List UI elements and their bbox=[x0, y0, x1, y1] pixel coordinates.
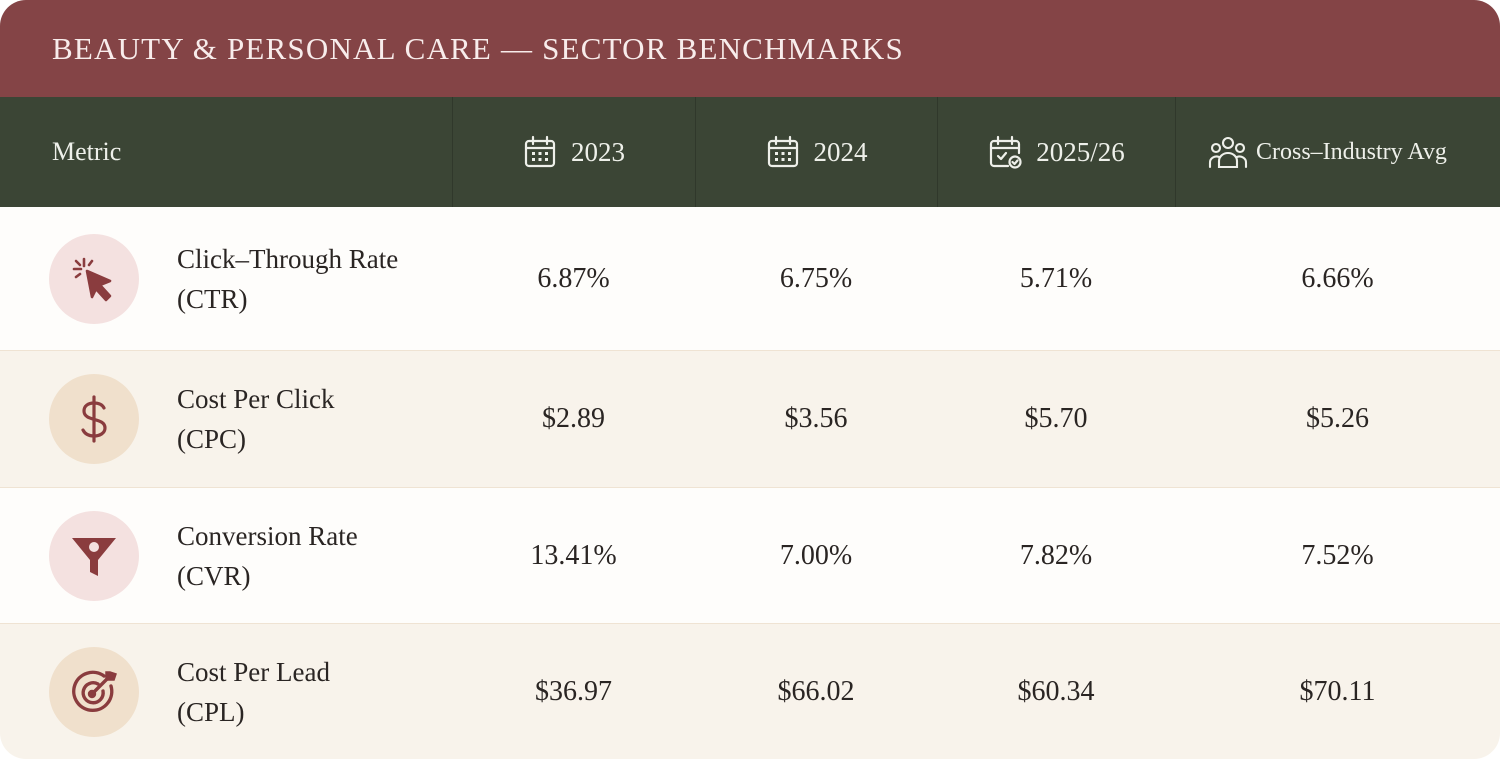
value-cross-industry: $70.11 bbox=[1299, 675, 1376, 707]
table-body: Click–Through Rate (CTR) 6.87% 6.75% 5.7… bbox=[0, 207, 1500, 759]
value-2024: $66.02 bbox=[777, 675, 855, 707]
header-2024: 2024 bbox=[695, 97, 937, 207]
metric-label: Conversion Rate (CVR) bbox=[177, 516, 358, 596]
header-metric: Metric bbox=[0, 97, 452, 207]
metric-name: Conversion Rate bbox=[177, 520, 358, 551]
value-2024: 7.00% bbox=[779, 539, 853, 571]
header-metric-label: Metric bbox=[52, 137, 122, 166]
value-cross-industry: 7.52% bbox=[1301, 539, 1374, 571]
table-row: Cost Per Click (CPC) $2.89 $3.56 $5.70 $… bbox=[0, 351, 1500, 488]
metric-label: Click–Through Rate (CTR) bbox=[177, 239, 398, 319]
calendar-check-icon bbox=[988, 135, 1022, 169]
value-2023: $36.97 bbox=[535, 675, 612, 707]
metric-abbr: (CTR) bbox=[177, 283, 248, 314]
table-row: Conversion Rate (CVR) 13.41% 7.00% 7.82%… bbox=[0, 488, 1500, 624]
target-icon bbox=[49, 646, 139, 737]
metric-label: Cost Per Click (CPC) bbox=[177, 379, 335, 459]
value-2023: 6.87% bbox=[537, 262, 610, 294]
metric-cell: Conversion Rate (CVR) bbox=[0, 510, 452, 601]
value-2024: 6.75% bbox=[779, 262, 853, 294]
metric-name: Click–Through Rate bbox=[177, 243, 399, 274]
value-cross-industry: $5.26 bbox=[1306, 403, 1369, 434]
header-cross-label: Cross–Industry Avg bbox=[1256, 138, 1447, 165]
metric-cell: Cost Per Click (CPC) bbox=[0, 374, 452, 464]
value-cross-industry: 6.66% bbox=[1301, 262, 1374, 294]
table-row: Cost Per Lead (CPL) $36.97 $66.02 $60.34… bbox=[0, 624, 1500, 759]
calendar-icon bbox=[523, 135, 557, 169]
metric-name: Cost Per Click bbox=[177, 384, 335, 414]
value-2024: $3.56 bbox=[784, 403, 848, 434]
value-2023: 13.41% bbox=[530, 539, 617, 571]
value-2025: 5.71% bbox=[1019, 262, 1093, 294]
metric-abbr: (CPL) bbox=[177, 696, 245, 727]
metric-label: Cost Per Lead (CPL) bbox=[177, 652, 330, 732]
value-2023: $2.89 bbox=[542, 403, 605, 434]
metric-abbr: (CPC) bbox=[177, 424, 247, 454]
page-title: BEAUTY & PERSONAL CARE — SECTOR BENCHMAR… bbox=[52, 30, 904, 66]
header-2024-label: 2024 bbox=[813, 136, 868, 167]
value-2025: $5.70 bbox=[1024, 403, 1088, 434]
users-group-icon bbox=[1208, 134, 1248, 170]
value-2025: $60.34 bbox=[1017, 675, 1095, 707]
table-header: Metric 2023 bbox=[0, 97, 1500, 207]
title-bar: BEAUTY & PERSONAL CARE — SECTOR BENCHMAR… bbox=[0, 0, 1500, 97]
calendar-icon bbox=[766, 135, 800, 169]
metric-abbr: (CVR) bbox=[177, 560, 251, 591]
header-2023-label: 2023 bbox=[571, 136, 625, 167]
header-2025: 2025/26 bbox=[937, 97, 1175, 207]
metric-name: Cost Per Lead bbox=[177, 656, 330, 687]
funnel-icon bbox=[49, 510, 139, 601]
metric-cell: Click–Through Rate (CTR) bbox=[0, 233, 452, 324]
header-2025-label: 2025/26 bbox=[1036, 136, 1125, 167]
value-2025: 7.82% bbox=[1019, 539, 1093, 571]
header-cross-industry: Cross–Industry Avg bbox=[1175, 97, 1500, 207]
metric-cell: Cost Per Lead (CPL) bbox=[0, 646, 452, 737]
header-2023: 2023 bbox=[452, 97, 695, 207]
cursor-click-icon bbox=[49, 233, 139, 324]
dollar-icon bbox=[49, 374, 139, 464]
table-row: Click–Through Rate (CTR) 6.87% 6.75% 5.7… bbox=[0, 207, 1500, 351]
